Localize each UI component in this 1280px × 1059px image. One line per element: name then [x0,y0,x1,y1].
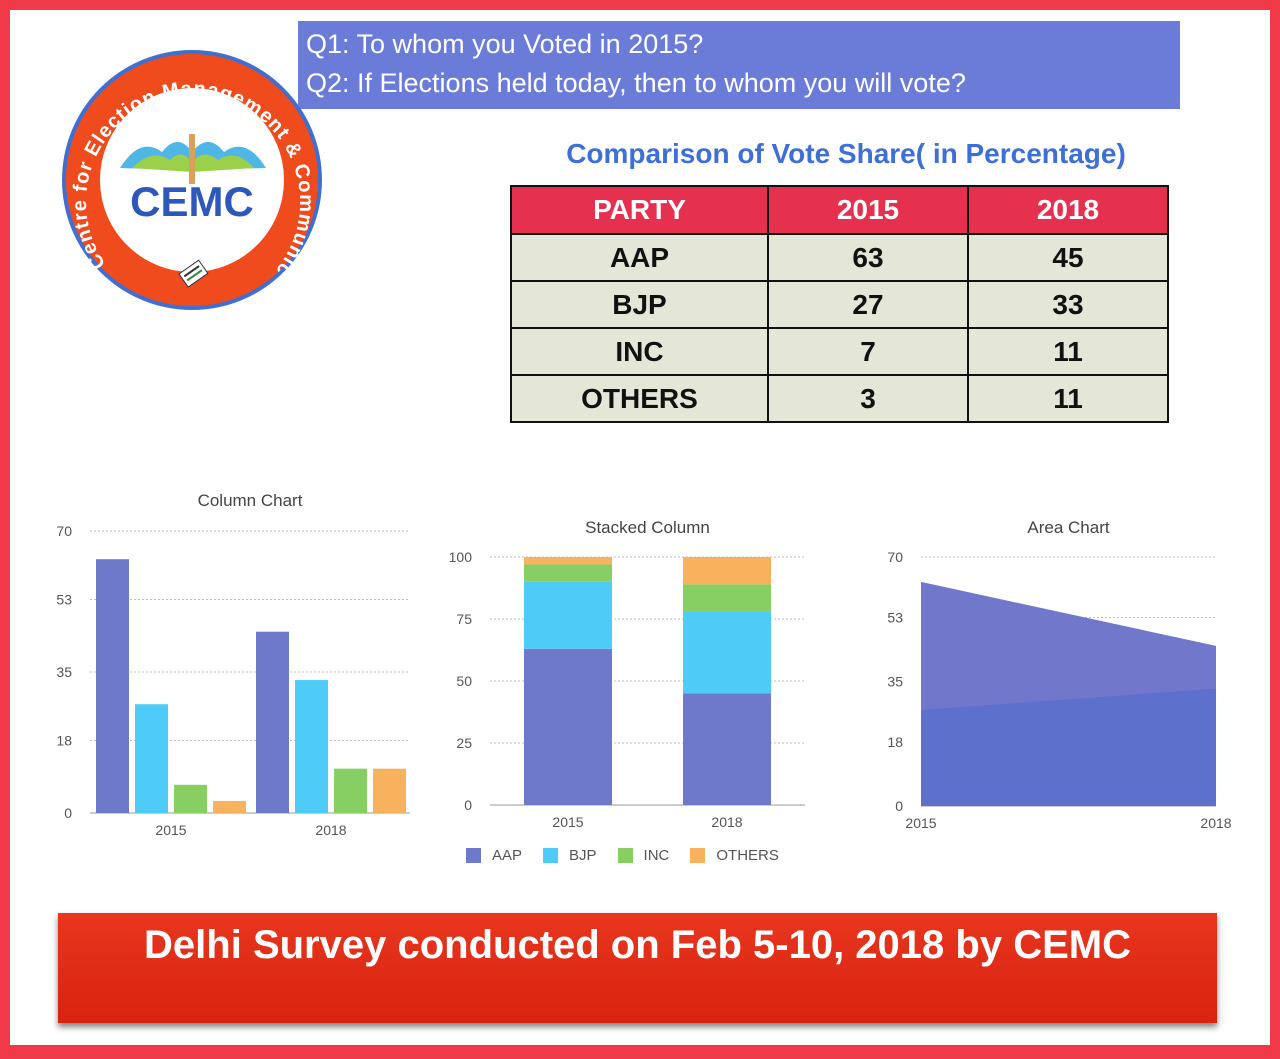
y-tick-label: 50 [456,673,472,689]
party-cell: OTHERS [510,374,769,423]
footer-banner: Delhi Survey conducted on Feb 5-10, 2018… [58,913,1217,1023]
header-party: PARTY [510,185,769,235]
y-tick-label: 100 [449,549,473,565]
legend-label: OTHERS [716,846,779,864]
area-chart: Area Chart 0 18 35 53 70 2015 2018 [887,518,1231,831]
legend-label: BJP [569,846,597,864]
bar-aap-2018 [256,631,289,813]
legend-item-others: OTHERS [690,847,779,864]
legend-item-bjp: BJP [543,847,597,864]
table-header-row: PARTY 2015 2018 [510,185,1169,235]
bar-bjp-2015 [135,704,168,813]
question-2: Q2: If Elections held today, then to who… [306,68,966,98]
x-tick-label: 2015 [905,815,936,831]
column-chart: Column Chart 0 18 35 53 70 2015 2018 [56,491,410,838]
legend-label: INC [643,846,670,864]
y-tick-label: 70 [56,523,72,539]
legend-item-aap: AAP [466,847,522,864]
stacked-bar-bjp-2018 [683,611,771,694]
y-tick-label: 25 [456,735,472,751]
bar-aap-2015 [96,559,129,813]
legend-swatch [543,847,559,863]
vote-share-table: PARTY 2015 2018 AAP 63 45 BJP 27 33 INC … [510,185,1169,423]
stacked-column-chart: Stacked Column 0 25 50 75 100 2015 2018 [449,518,805,830]
value-2018-cell: 11 [967,374,1169,423]
value-2015-cell: 3 [767,374,969,423]
stacked-bar-aap-2018 [683,693,771,805]
stacked-bar-aap-2015 [524,648,612,805]
logo-mountains-icon [120,134,266,184]
table-title: Comparison of Vote Share( in Percentage) [566,138,1126,169]
infographic-page: Q1: To whom you Voted in 2015? Q2: If El… [10,10,1270,1045]
x-tick-label: 2018 [315,822,346,838]
legend-swatch [466,847,481,863]
y-tick-label: 0 [464,797,472,813]
stacked-bar-others-2015 [524,557,612,565]
y-tick-label: 0 [64,805,72,821]
header-2015: 2015 [767,185,969,235]
ballot-icon [178,259,209,288]
chart-title: Stacked Column [585,518,710,537]
y-tick-label: 18 [56,732,72,748]
cemc-logo: Centre for Election Management & Communi… [60,48,322,310]
x-tick-label: 2018 [1200,815,1231,831]
party-cell: INC [510,327,769,376]
y-tick-label: 35 [56,664,72,680]
table-row: AAP 63 45 [510,233,1169,282]
bar-others-2015 [213,800,246,813]
value-2018-cell: 33 [967,280,1169,329]
stacked-bar-inc-2018 [683,584,771,612]
y-tick-label: 53 [56,591,72,607]
stacked-bar-others-2018 [683,557,771,585]
legend-swatch [690,847,706,863]
table-row: INC 7 11 [510,327,1169,376]
legend-item-inc: INC [617,846,670,864]
stacked-bar-bjp-2015 [524,581,612,649]
table-row: OTHERS 3 11 [510,374,1169,423]
chart-title: Column Chart [198,491,303,510]
chart-legend: AAP BJP INC OTHERS [466,844,800,866]
bar-others-2018 [373,768,406,813]
header-2018: 2018 [967,185,1169,235]
legend-label: AAP [492,846,523,864]
chart-title: Area Chart [1027,518,1109,537]
y-tick-label: 35 [887,674,903,690]
question-1: Q1: To whom you Voted in 2015? [306,29,704,59]
y-tick-label: 0 [895,798,903,814]
party-cell: AAP [510,233,769,282]
value-2015-cell: 7 [767,327,969,376]
bar-inc-2018 [334,768,367,813]
legend-swatch [617,847,633,863]
value-2018-cell: 11 [967,327,1169,376]
party-cell: BJP [510,280,769,329]
y-tick-label: 75 [456,611,472,627]
y-tick-label: 53 [887,609,903,625]
x-tick-label: 2015 [155,822,186,838]
footer-text: Delhi Survey conducted on Feb 5-10, 2018… [144,923,1131,967]
bar-inc-2015 [174,784,207,813]
x-tick-label: 2018 [711,814,742,830]
value-2015-cell: 27 [767,280,969,329]
area-bjp [921,688,1216,806]
value-2015-cell: 63 [767,233,969,282]
questions-box: Q1: To whom you Voted in 2015? Q2: If El… [298,21,1180,109]
y-tick-label: 18 [887,734,903,750]
stacked-bar-inc-2015 [524,564,612,582]
y-tick-label: 70 [887,549,903,565]
value-2018-cell: 45 [967,233,1169,282]
table-row: BJP 27 33 [510,280,1169,329]
x-tick-label: 2015 [552,814,583,830]
bar-bjp-2018 [295,680,328,813]
logo-letters: CEMC [130,178,254,225]
